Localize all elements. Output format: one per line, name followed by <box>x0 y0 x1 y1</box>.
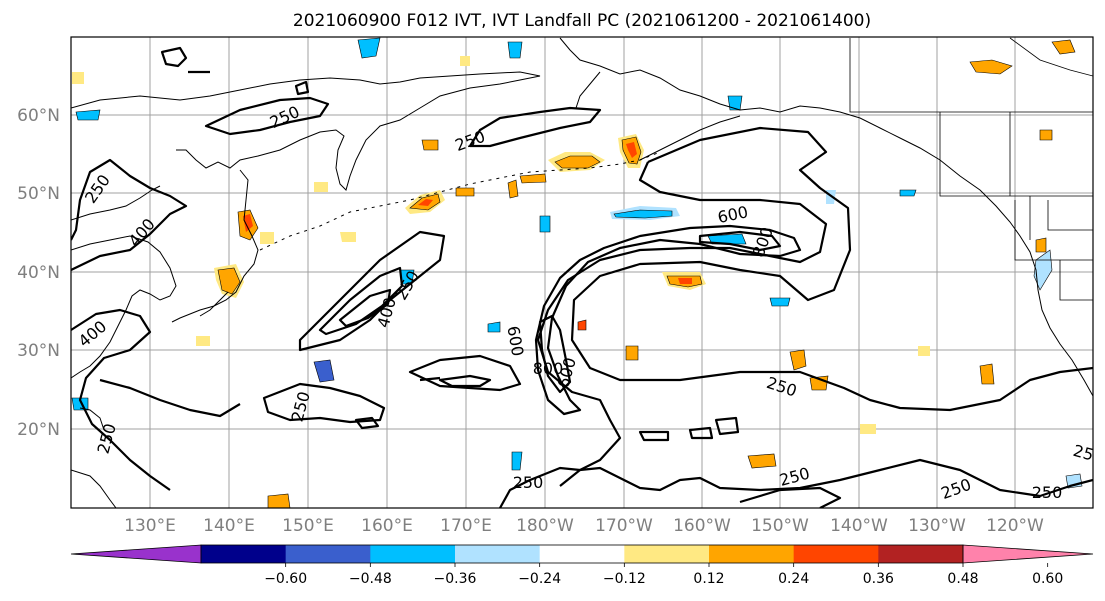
lon-label: 150°E <box>282 516 334 536</box>
ivt-contours <box>71 46 1093 508</box>
colorbar-tick-label: −0.24 <box>518 571 561 587</box>
longitude-labels: 130°E 140°E 150°E 160°E 170°E 180°W 170°… <box>124 516 1044 536</box>
contour-label: 250 <box>1032 483 1063 502</box>
lat-label: 20°N <box>17 420 60 440</box>
colorbar-extend-high <box>962 544 1094 564</box>
lon-label: 150°W <box>751 516 809 536</box>
lon-label: 130°E <box>124 516 176 536</box>
colorbar-tick-label: 0.12 <box>693 571 724 587</box>
colorbar-extend-low <box>70 544 202 564</box>
colorbar-segment <box>793 545 879 563</box>
positive-pc-shading <box>72 39 1076 508</box>
colorbar-segment <box>455 545 541 563</box>
lat-label: 60°N <box>17 106 60 126</box>
colorbar-frame <box>200 544 964 564</box>
colorbar-tick-label: −0.36 <box>434 571 477 587</box>
lon-label: 160°W <box>673 516 731 536</box>
lon-label: 170°W <box>595 516 653 536</box>
lon-label: 140°W <box>830 516 888 536</box>
colorbar-segment <box>539 545 625 563</box>
colorbar-tick-label: 0.48 <box>947 571 978 587</box>
colorbar-tick-label: −0.60 <box>264 571 307 587</box>
figure-title: 2021060900 F012 IVT, IVT Landfall PC (20… <box>293 11 871 31</box>
colorbar-tick-label: 0.60 <box>1032 571 1063 587</box>
colorbar-segment <box>878 545 964 563</box>
lon-label: 170°E <box>440 516 492 536</box>
lon-label: 130°W <box>908 516 966 536</box>
lat-label: 40°N <box>17 263 60 283</box>
coastlines <box>71 37 1093 508</box>
colorbar-tick-label: −0.48 <box>349 571 392 587</box>
colorbar-segment <box>201 545 287 563</box>
lon-label: 140°E <box>203 516 255 536</box>
map-frame <box>70 36 1094 509</box>
colorbar-segment <box>285 545 371 563</box>
lon-label: 120°W <box>986 516 1044 536</box>
lat-label: 30°N <box>17 341 60 361</box>
lon-label: 180°W <box>516 516 574 536</box>
contour-label: 25 <box>1071 441 1096 465</box>
colorbar-tick-label: −0.12 <box>603 571 646 587</box>
colorbar: −0.60 −0.48 −0.36 −0.24 −0.12 0.12 0.24 0.36 0.4… <box>70 544 1094 587</box>
colorbar-tick-label: 0.24 <box>778 571 809 587</box>
lon-label: 160°E <box>361 516 413 536</box>
contour-label: 800 <box>533 359 564 378</box>
colorbar-segment <box>624 545 710 563</box>
colorbar-segment <box>370 545 456 563</box>
latitude-labels: 60°N 50°N 40°N 30°N 20°N <box>17 106 60 440</box>
contour-label: 250 <box>513 473 544 492</box>
map-panel: 250 250 250 250 250 250 250 250 250 250 … <box>71 37 1096 508</box>
colorbar-tick-label: 0.36 <box>863 571 894 587</box>
lat-label: 50°N <box>17 184 60 204</box>
colorbar-segment <box>709 545 795 563</box>
